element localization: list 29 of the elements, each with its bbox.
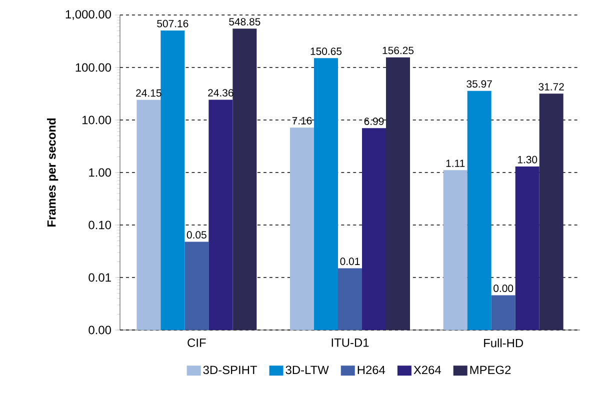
y-tick-label: 0.00 [88,326,112,334]
data-label: 1.11 [446,160,465,167]
data-label: 6.99 [364,118,384,125]
data-label: 31.72 [538,83,564,90]
y-tick-label: 10.00 [82,116,112,124]
x-tick-label: ITU-D1 [332,338,369,347]
y-tick-label: 0.01 [88,273,111,282]
y-tick-label: 100.00 [76,63,112,72]
data-label: 1.30 [518,156,538,164]
data-label: 0.00 [494,284,514,292]
x-tick-label: Full-HD [484,338,524,348]
x-tick-label: CIF [188,338,206,347]
legend-label: 3D-LTW [286,366,329,374]
data-label: 548.85 [229,18,260,26]
legend-label: X264 [414,366,441,374]
y-tick-label: 0.10 [88,220,112,230]
y-axis-title: Frames per second [46,118,58,227]
data-label: 507.16 [157,20,188,28]
y-tick-label: 1,000.00 [66,10,112,20]
legend-label: 3D-SPIHT [203,366,258,374]
data-label: 35.97 [466,80,492,88]
data-label: 0.01 [340,258,360,266]
data-label: 0.05 [186,231,206,239]
data-label: 7.16 [292,117,312,124]
data-label: 150.65 [310,48,342,55]
legend-label: MPEG2 [470,366,511,374]
y-tick-label: 1.00 [89,168,112,177]
legend-label: H264 [358,366,386,374]
data-label: 156.25 [382,46,414,54]
